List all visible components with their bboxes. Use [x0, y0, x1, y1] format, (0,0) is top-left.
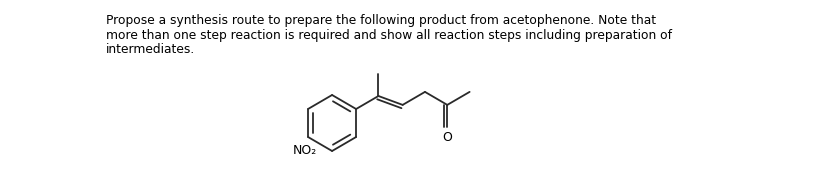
Text: intermediates.: intermediates. — [106, 43, 195, 56]
Text: more than one step reaction is required and show all reaction steps including pr: more than one step reaction is required … — [106, 28, 672, 41]
Text: O: O — [442, 131, 452, 144]
Text: Propose a synthesis route to prepare the following product from acetophenone. No: Propose a synthesis route to prepare the… — [106, 14, 656, 27]
Text: NO₂: NO₂ — [293, 144, 317, 157]
